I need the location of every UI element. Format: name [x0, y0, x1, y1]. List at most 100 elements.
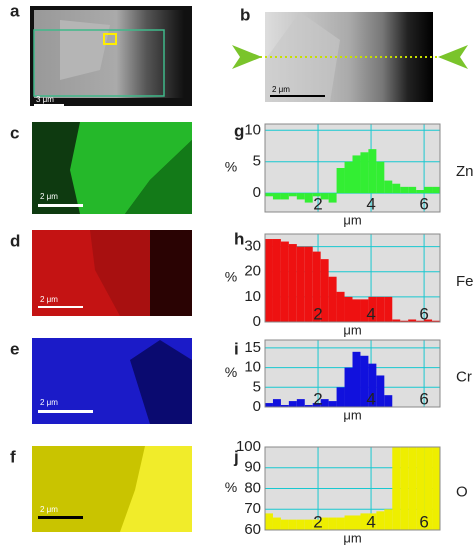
plot-frame — [264, 339, 441, 408]
bar — [416, 447, 425, 530]
bar — [320, 259, 329, 322]
element-label: Cr — [456, 368, 472, 385]
bar — [352, 299, 361, 322]
image-a — [30, 6, 192, 106]
panel-label: a — [10, 1, 20, 20]
x-tick-label: 4 — [366, 304, 375, 323]
bar — [368, 149, 377, 194]
x-tick-label: 6 — [419, 389, 428, 408]
bar — [416, 190, 425, 194]
x-tick-label: 4 — [366, 194, 375, 213]
bar — [352, 155, 361, 194]
bar — [400, 447, 409, 530]
bar — [304, 405, 313, 407]
bar — [368, 363, 377, 407]
bar — [272, 517, 281, 530]
bar — [360, 355, 369, 407]
bar — [424, 319, 433, 322]
image-f — [32, 446, 192, 532]
bar — [296, 519, 305, 530]
y-tick-label: 0 — [253, 313, 261, 330]
bar — [400, 186, 409, 194]
bar — [265, 193, 273, 197]
bar — [368, 296, 377, 322]
bar — [432, 320, 440, 322]
y-tick-label: 80 — [244, 479, 261, 496]
bar — [432, 186, 440, 194]
bar — [376, 375, 385, 407]
bar — [408, 319, 417, 322]
bar — [376, 161, 385, 194]
bar — [384, 180, 393, 194]
image-b — [232, 12, 468, 102]
scale-label: 2 μm — [40, 505, 58, 514]
bar — [344, 296, 353, 322]
image-e — [32, 338, 192, 424]
bar — [288, 244, 297, 322]
bar — [304, 519, 313, 530]
x-axis-label: μm — [343, 212, 361, 227]
bar — [312, 519, 321, 530]
bar — [280, 405, 289, 407]
bar — [328, 517, 337, 530]
y-axis-label: % — [225, 159, 237, 175]
scale-label: 3 μm — [36, 95, 54, 104]
x-tick-label: 2 — [313, 304, 322, 323]
bar — [288, 401, 297, 407]
bar — [392, 183, 401, 194]
image-d — [32, 230, 192, 316]
bar — [304, 193, 313, 203]
bar — [416, 320, 425, 322]
bar — [368, 513, 377, 530]
bar — [265, 403, 273, 407]
y-axis-label: % — [225, 364, 237, 380]
bar — [376, 296, 385, 322]
bar — [408, 447, 417, 530]
bar — [320, 399, 329, 407]
x-tick-label: 6 — [419, 194, 428, 213]
bar — [280, 519, 289, 530]
bar — [328, 401, 337, 407]
bar — [280, 241, 289, 322]
x-tick-label: 4 — [366, 389, 375, 408]
bar — [288, 193, 297, 197]
bar — [336, 517, 345, 530]
bar — [280, 193, 289, 200]
panel-label: c — [10, 123, 19, 142]
bar — [432, 447, 440, 530]
bar — [384, 509, 393, 530]
y-tick-label: 5 — [253, 153, 261, 170]
bar — [336, 387, 345, 407]
x-tick-label: 6 — [419, 512, 428, 531]
bar — [344, 161, 353, 194]
bar — [312, 251, 321, 322]
bar — [360, 299, 369, 322]
bar — [352, 351, 361, 407]
y-tick-label: 90 — [244, 459, 261, 476]
x-axis-label: μm — [343, 322, 361, 337]
bar — [296, 399, 305, 407]
x-axis-label: μm — [343, 530, 361, 545]
bar — [328, 193, 337, 203]
bar — [360, 513, 369, 530]
bar — [392, 447, 401, 530]
panel-label: b — [240, 5, 250, 24]
panel-label: f — [10, 447, 16, 466]
bar — [312, 403, 321, 407]
bar — [384, 296, 393, 322]
x-axis-label: μm — [343, 407, 361, 422]
y-tick-label: 70 — [244, 500, 261, 517]
bar — [408, 186, 417, 194]
bar — [272, 193, 281, 200]
element-label: O — [456, 483, 468, 500]
bar — [360, 152, 369, 194]
bar — [272, 239, 281, 322]
y-tick-label: 10 — [244, 121, 261, 138]
y-axis-label: % — [225, 269, 237, 285]
plot-frame — [264, 123, 441, 213]
scale-label: 2 μm — [272, 85, 290, 94]
bar — [296, 246, 305, 322]
bar — [304, 246, 313, 322]
y-tick-label: 5 — [253, 378, 261, 395]
